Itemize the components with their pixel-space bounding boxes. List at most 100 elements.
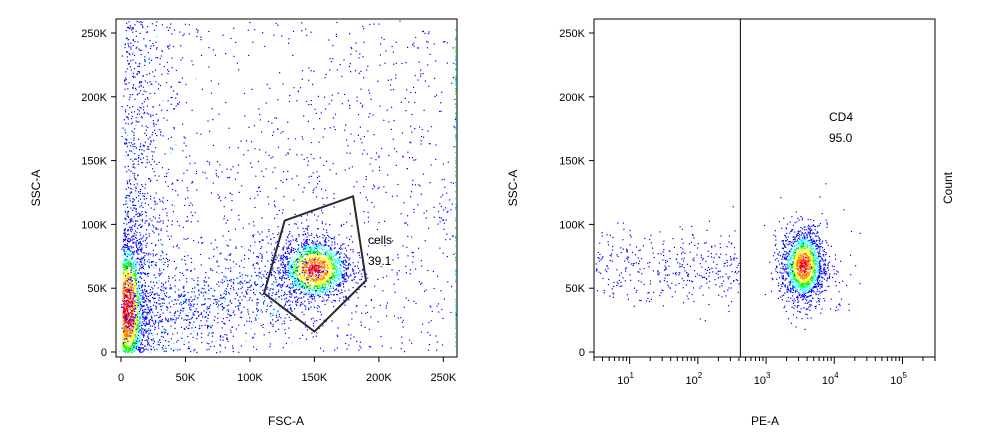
event-dot [313, 262, 315, 264]
event-dot [122, 290, 124, 292]
event-dot [123, 252, 125, 254]
event-dot [132, 264, 134, 266]
event-dot [306, 279, 308, 281]
event-dot [243, 267, 245, 269]
event-dot [136, 290, 138, 292]
event-dot [312, 274, 314, 276]
event-dot [277, 291, 280, 293]
event-dot [127, 123, 129, 125]
event-dot [133, 252, 135, 254]
event-dot [262, 239, 264, 241]
event-dot [161, 272, 163, 274]
event-dot [214, 316, 216, 318]
event-dot [272, 324, 274, 326]
event-dot [124, 320, 127, 322]
event-dot [177, 103, 179, 105]
event-dot [295, 282, 297, 284]
event-dot [230, 285, 232, 287]
event-dot [218, 273, 220, 275]
event-dot [128, 327, 130, 329]
event-dot [129, 239, 132, 241]
event-dot [311, 247, 313, 249]
event-dot [435, 158, 437, 160]
event-dot [304, 270, 307, 272]
event-dot [308, 275, 310, 277]
event-dot [125, 312, 127, 314]
event-dot [336, 251, 338, 253]
event-dot [327, 262, 329, 264]
event-dot [330, 262, 332, 264]
event-dot [234, 314, 236, 316]
event-dot [134, 287, 136, 289]
event-dot [135, 190, 137, 192]
event-dot [141, 272, 143, 274]
event-dot [134, 284, 136, 286]
event-dot [134, 315, 136, 317]
event-dot [421, 265, 423, 267]
event-dot [134, 297, 136, 299]
event-dot [313, 279, 315, 281]
event-dot [141, 153, 144, 155]
event-dot [133, 68, 136, 70]
event-dot [329, 58, 331, 60]
event-dot [349, 264, 352, 266]
event-dot [335, 260, 337, 262]
event-dot [124, 280, 126, 282]
event-dot [191, 261, 193, 264]
event-dot [178, 101, 180, 103]
event-dot [132, 291, 134, 293]
event-dot [134, 177, 136, 179]
event-dot [131, 258, 134, 261]
event-dot [248, 281, 250, 283]
event-dot [158, 294, 160, 296]
event-dot [292, 263, 294, 265]
event-dot [125, 317, 127, 319]
event-dot [315, 243, 318, 245]
event-dot [125, 200, 127, 202]
event-dot [143, 106, 145, 108]
event-dot [306, 240, 308, 243]
event-dot [338, 290, 340, 292]
event-dot [131, 267, 133, 269]
event-dot [254, 294, 256, 296]
event-dot [324, 243, 326, 245]
event-dot [145, 31, 147, 33]
event-dot [208, 306, 210, 308]
event-dot [126, 245, 128, 247]
event-dot [198, 289, 200, 291]
event-dot [129, 229, 132, 231]
event-dot [149, 40, 151, 42]
event-dot [125, 280, 128, 282]
event-dot [313, 267, 315, 269]
event-dot [146, 229, 148, 231]
event-dot [124, 88, 126, 90]
event-dot [330, 263, 332, 266]
event-dot [323, 266, 325, 268]
event-dot [296, 252, 299, 254]
event-dot [131, 276, 133, 278]
event-dot [288, 38, 290, 40]
event-dot [125, 281, 128, 283]
event-dot [316, 288, 318, 290]
event-dot [180, 293, 183, 295]
event-dot [123, 250, 125, 252]
event-dot [296, 100, 298, 102]
event-dot [134, 323, 136, 325]
event-dot [357, 297, 359, 299]
event-dot [167, 138, 169, 140]
event-dot [162, 202, 164, 204]
event-dot [305, 271, 307, 273]
event-dot [139, 206, 141, 208]
event-dot [150, 114, 152, 116]
event-dot [332, 163, 334, 165]
event-dot [200, 320, 202, 322]
event-dot [310, 294, 312, 297]
event-dot [315, 271, 317, 273]
event-dot [336, 267, 338, 269]
event-dot [171, 33, 173, 35]
event-dot [122, 263, 124, 265]
event-dot [136, 316, 138, 318]
event-dot [221, 302, 223, 305]
event-dot [313, 284, 316, 286]
event-dot [356, 181, 358, 183]
